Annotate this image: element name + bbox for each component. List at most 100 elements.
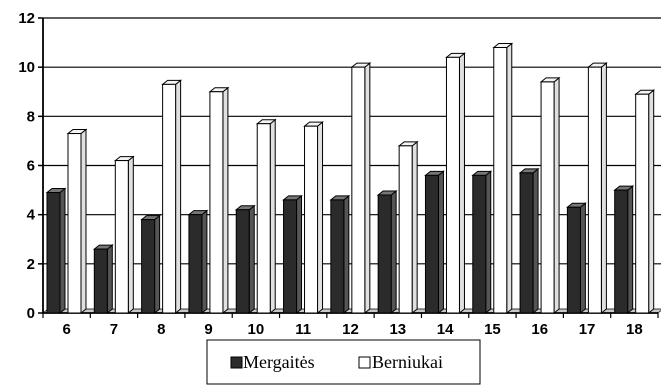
bar-berniukai-7 [113, 155, 135, 315]
bar-mergaites-14-front [424, 174, 439, 314]
y-tick-label: 8 [27, 108, 35, 125]
bar-berniukai-9 [208, 86, 230, 315]
bar-berniukai-12-front [351, 66, 366, 314]
bar-berniukai-10-front [256, 123, 271, 314]
bar-mergaites-8 [140, 214, 162, 315]
x-tick-label: 16 [531, 321, 548, 338]
bar-berniukai-12 [350, 62, 372, 315]
bar-mergaites-13-side [390, 189, 397, 315]
bar-berniukai-9-side [222, 86, 229, 315]
legend: Mergaitės Berniukai [206, 339, 481, 385]
y-tick-label: 4 [27, 207, 36, 224]
bar-mergaites-10 [234, 204, 256, 315]
bar-mergaites-15 [471, 170, 493, 315]
bar-mergaites-14 [424, 170, 445, 315]
bar-berniukai-13-side [411, 140, 418, 315]
x-tick-label: 12 [342, 321, 359, 338]
bar-berniukai-13-front [398, 145, 413, 314]
bar-berniukai-18-side [648, 89, 655, 315]
bar-mergaites-18-front [614, 189, 629, 314]
x-tick-label: 13 [389, 321, 406, 338]
y-tick-labels: 0 2 4 6 8 10 12 [18, 10, 35, 322]
bar-mergaites-10-side [248, 204, 255, 315]
x-tick-label: 7 [110, 321, 118, 338]
x-tick-label: 14 [437, 321, 454, 338]
bar-mergaites-7-side [106, 244, 113, 315]
bar-berniukai-16 [539, 76, 561, 315]
bar-mergaites-6 [45, 187, 67, 315]
bar-mergaites-16-front [519, 172, 534, 314]
bar-berniukai-15-side [506, 42, 513, 315]
bar-mergaites-7 [92, 244, 114, 315]
x-tick-label: 9 [204, 321, 212, 338]
x-tick-label: 15 [484, 321, 501, 338]
bar-mergaites-12 [329, 194, 351, 315]
bar-berniukai-14 [445, 52, 466, 315]
bar-mergaites-7-front [93, 248, 108, 314]
bar-mergaites-16-side [532, 167, 539, 315]
bar-berniukai-16-front [540, 81, 555, 314]
y-tick-label: 0 [27, 305, 35, 322]
bar-mergaites-17 [565, 202, 587, 315]
bar-berniukai-17 [586, 62, 608, 315]
x-tick-label: 18 [626, 321, 643, 338]
bar-mergaites-6-side [59, 187, 66, 315]
y-tick-label: 12 [18, 10, 35, 27]
bar-berniukai-6-front [67, 133, 82, 314]
bar-mergaites-10-front [235, 209, 250, 314]
x-tick-label: 17 [579, 321, 596, 338]
bar-berniukai-8-front [162, 83, 177, 314]
legend-swatch-berniukai [358, 356, 371, 369]
bar-mergaites-6-front [46, 192, 61, 314]
bar-mergaites-17-side [579, 202, 586, 315]
bar-berniukai-11 [303, 121, 324, 315]
bar-mergaites-11-front [283, 199, 298, 314]
bar-berniukai-6 [66, 128, 88, 315]
bar-mergaites-11 [282, 194, 303, 315]
y-tick-label: 6 [27, 158, 35, 175]
bar-mergaites-12-front [330, 199, 345, 314]
x-tick-label: 6 [62, 321, 70, 338]
bar-berniukai-11-front [304, 125, 319, 314]
bar-mergaites-15-side [485, 170, 492, 315]
bar-mergaites-12-side [343, 194, 350, 315]
bar-mergaites-16 [518, 167, 540, 315]
bars [45, 42, 656, 315]
bar-mergaites-9-front [188, 214, 203, 314]
y-tick-label: 2 [27, 256, 35, 273]
legend-swatch-mergaites [230, 356, 243, 369]
bar-mergaites-11-side [296, 194, 303, 315]
bar-berniukai-18-front [635, 93, 650, 314]
legend-label-berniukai: Berniukai [372, 352, 443, 372]
bar-berniukai-13 [397, 140, 419, 315]
legend-label-mergaites: Mergaitės [243, 352, 315, 372]
bar-berniukai-8 [161, 79, 183, 315]
bar-mergaites-8-front [141, 219, 156, 314]
bar-mergaites-13 [376, 189, 398, 315]
bar-berniukai-11-side [317, 121, 324, 315]
bar-mergaites-14-side [437, 170, 444, 315]
bar-mergaites-18-side [627, 185, 634, 315]
bar-mergaites-18 [613, 185, 635, 315]
bar-berniukai-17-front [587, 66, 602, 314]
bar-mergaites-17-front [566, 206, 581, 314]
bar-mergaites-9 [187, 209, 209, 315]
bar-berniukai-14-front [445, 56, 460, 314]
bar-mergaites-13-front [377, 194, 392, 314]
bar-berniukai-17-side [600, 62, 607, 315]
bar-berniukai-15 [492, 42, 514, 315]
x-tick-label: 8 [157, 321, 165, 338]
bar-berniukai-14-side [458, 52, 465, 315]
bar-berniukai-15-front [493, 47, 508, 314]
bar-berniukai-10-side [269, 118, 276, 315]
bar-berniukai-12-side [364, 62, 371, 315]
bar-berniukai-7-side [127, 155, 134, 315]
bar-mergaites-15-front [472, 174, 487, 314]
legend-box [206, 339, 481, 385]
bar-mergaites-9-side [201, 209, 208, 315]
bar-mergaites-8-side [154, 214, 161, 315]
y-tick-label: 10 [18, 59, 35, 76]
bar-berniukai-16-side [553, 76, 560, 315]
x-tick-labels: 6 7 8 9 10 11 12 13 14 15 16 17 18 [62, 321, 642, 338]
